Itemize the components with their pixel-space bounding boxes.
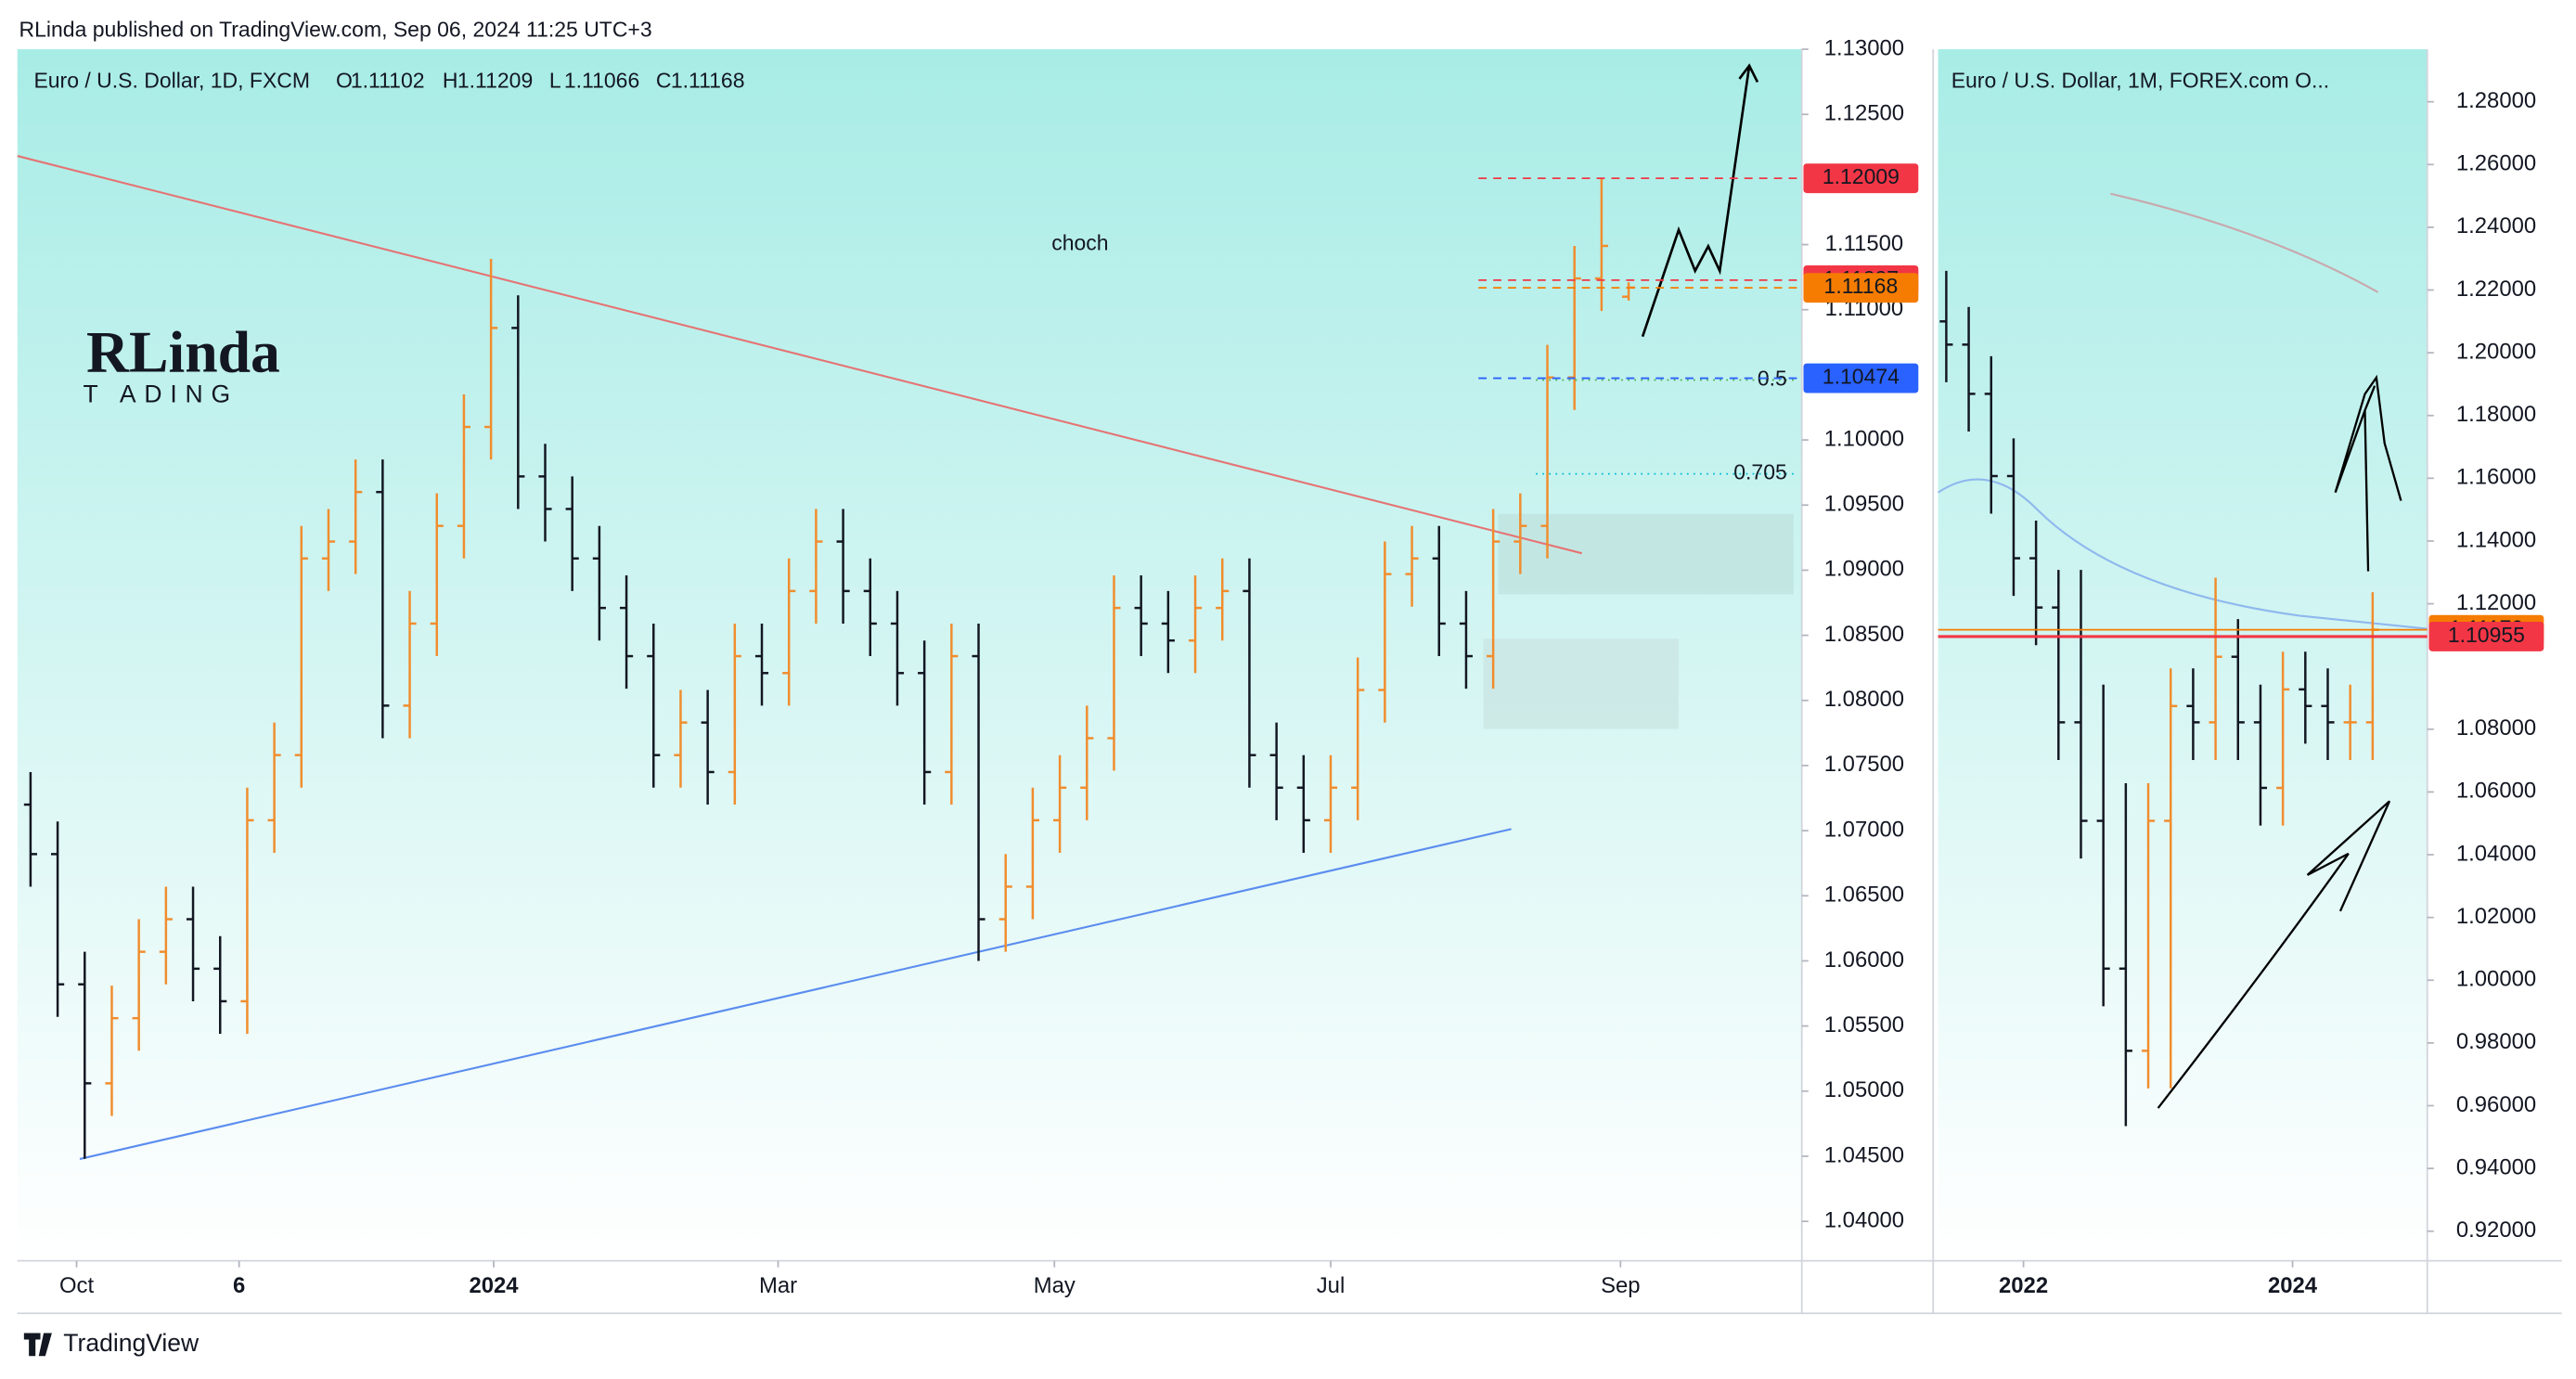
legend-value: C xyxy=(656,69,672,93)
price-tag-label: 1.10474 xyxy=(1823,365,1900,389)
annotation: choch xyxy=(1051,231,1108,255)
legend-value: H xyxy=(443,69,458,93)
y-tick-label: 1.06500 xyxy=(1824,883,1904,908)
x-tick-label: Jul xyxy=(1317,1273,1346,1298)
header: RLinda published on TradingView.com, Sep… xyxy=(19,18,652,42)
x-tick-label: 2024 xyxy=(469,1273,519,1298)
price-tag xyxy=(2428,621,2544,651)
y-tick-label: 1.22000 xyxy=(2456,277,2536,302)
arrow-drawing xyxy=(2334,374,2402,572)
trendline xyxy=(79,828,1512,1160)
y-tick-label: 0.96000 xyxy=(2456,1092,2536,1117)
y-tick-label: 1.08000 xyxy=(2456,715,2536,741)
legend-title: Euro / U.S. Dollar, 1M, FOREX.com O... xyxy=(1951,69,2329,93)
zone xyxy=(1483,638,1680,729)
x-tick-label: May xyxy=(1034,1273,1075,1298)
y-tick-label: 1.18000 xyxy=(2456,402,2536,427)
y-tick-label: 1.07000 xyxy=(1824,817,1904,842)
y-tick-label: 1.24000 xyxy=(2456,213,2536,238)
legend-value: 1.11168 xyxy=(671,69,745,93)
y-tick-label: 0.92000 xyxy=(2456,1218,2536,1243)
x-tick-label: Oct xyxy=(59,1273,95,1298)
price-tag xyxy=(1803,163,1919,194)
legend-value: 1.11066 xyxy=(564,69,639,93)
arrow-drawing xyxy=(2157,800,2391,1109)
y-tick-label: 1.04000 xyxy=(1824,1207,1904,1232)
y-tick-label: 1.09000 xyxy=(1824,557,1904,582)
logo-sub: T ADING xyxy=(84,380,239,407)
x-tick-label: 2024 xyxy=(2268,1273,2318,1298)
footer-brand: TradingView xyxy=(63,1329,200,1357)
legend-value: 1.11209 xyxy=(457,69,533,93)
legend-value: O xyxy=(336,69,353,93)
y-tick-label: 0.94000 xyxy=(2456,1154,2536,1179)
y-tick-label: 1.09500 xyxy=(1824,492,1904,517)
price-tag-label: 1.10955 xyxy=(2448,623,2525,647)
x-tick-label: 2022 xyxy=(1999,1273,2048,1298)
y-tick-label: 1.14000 xyxy=(2456,527,2536,552)
legend-title: Euro / U.S. Dollar, 1D, FXCM xyxy=(33,69,310,93)
x-tick-label: 6 xyxy=(233,1273,245,1298)
y-tick-label: 1.07500 xyxy=(1824,752,1904,777)
x-tick-label: Sep xyxy=(1601,1273,1640,1298)
price-tag xyxy=(1803,363,1919,393)
legend-value: 1.11102 xyxy=(351,69,425,93)
projection-arrow xyxy=(1641,63,1759,338)
y-tick-label: 1.02000 xyxy=(2456,904,2536,929)
price-tag-label: 1.11168 xyxy=(1824,274,1899,298)
y-tick-label: 1.28000 xyxy=(2456,88,2536,113)
price-tag-label: 1.12009 xyxy=(1823,164,1900,188)
trendline xyxy=(17,155,1582,555)
y-tick-label: 1.13000 xyxy=(1824,35,1904,60)
y-tick-label: 1.05500 xyxy=(1824,1012,1904,1037)
y-tick-label: 1.06000 xyxy=(1824,947,1904,973)
y-tick-label: 1.10000 xyxy=(1824,426,1904,451)
ma-line xyxy=(1937,478,2428,630)
fib-label: 0.705 xyxy=(1733,460,1787,484)
x-tick-label: Mar xyxy=(759,1273,797,1298)
logo: RLinda xyxy=(86,318,280,384)
y-tick-label: 1.00000 xyxy=(2456,967,2536,992)
y-tick-label: 1.04000 xyxy=(2456,841,2536,866)
legend-value: L xyxy=(549,69,561,93)
y-tick-label: 0.98000 xyxy=(2456,1029,2536,1054)
y-tick-label: 1.20000 xyxy=(2456,339,2536,364)
y-tick-label: 1.04500 xyxy=(1824,1142,1904,1167)
y-tick-label: 1.26000 xyxy=(2456,151,2536,176)
ma-line xyxy=(2110,192,2379,293)
y-tick-label: 1.08500 xyxy=(1824,622,1904,647)
y-tick-label: 1.16000 xyxy=(2456,465,2536,490)
y-tick-label: 1.12000 xyxy=(2456,590,2536,615)
y-tick-label: 1.05000 xyxy=(1824,1077,1904,1102)
tv-logo xyxy=(23,1333,52,1357)
y-tick-label: 1.06000 xyxy=(2456,779,2536,804)
plot-bg xyxy=(1938,49,2428,1261)
marks xyxy=(23,178,2379,1159)
y-tick-label: 1.12500 xyxy=(1824,101,1904,126)
y-tick-label: 1.11500 xyxy=(1825,231,1904,256)
price-tag xyxy=(1803,273,1919,303)
y-tick-label: 1.08000 xyxy=(1824,687,1904,712)
